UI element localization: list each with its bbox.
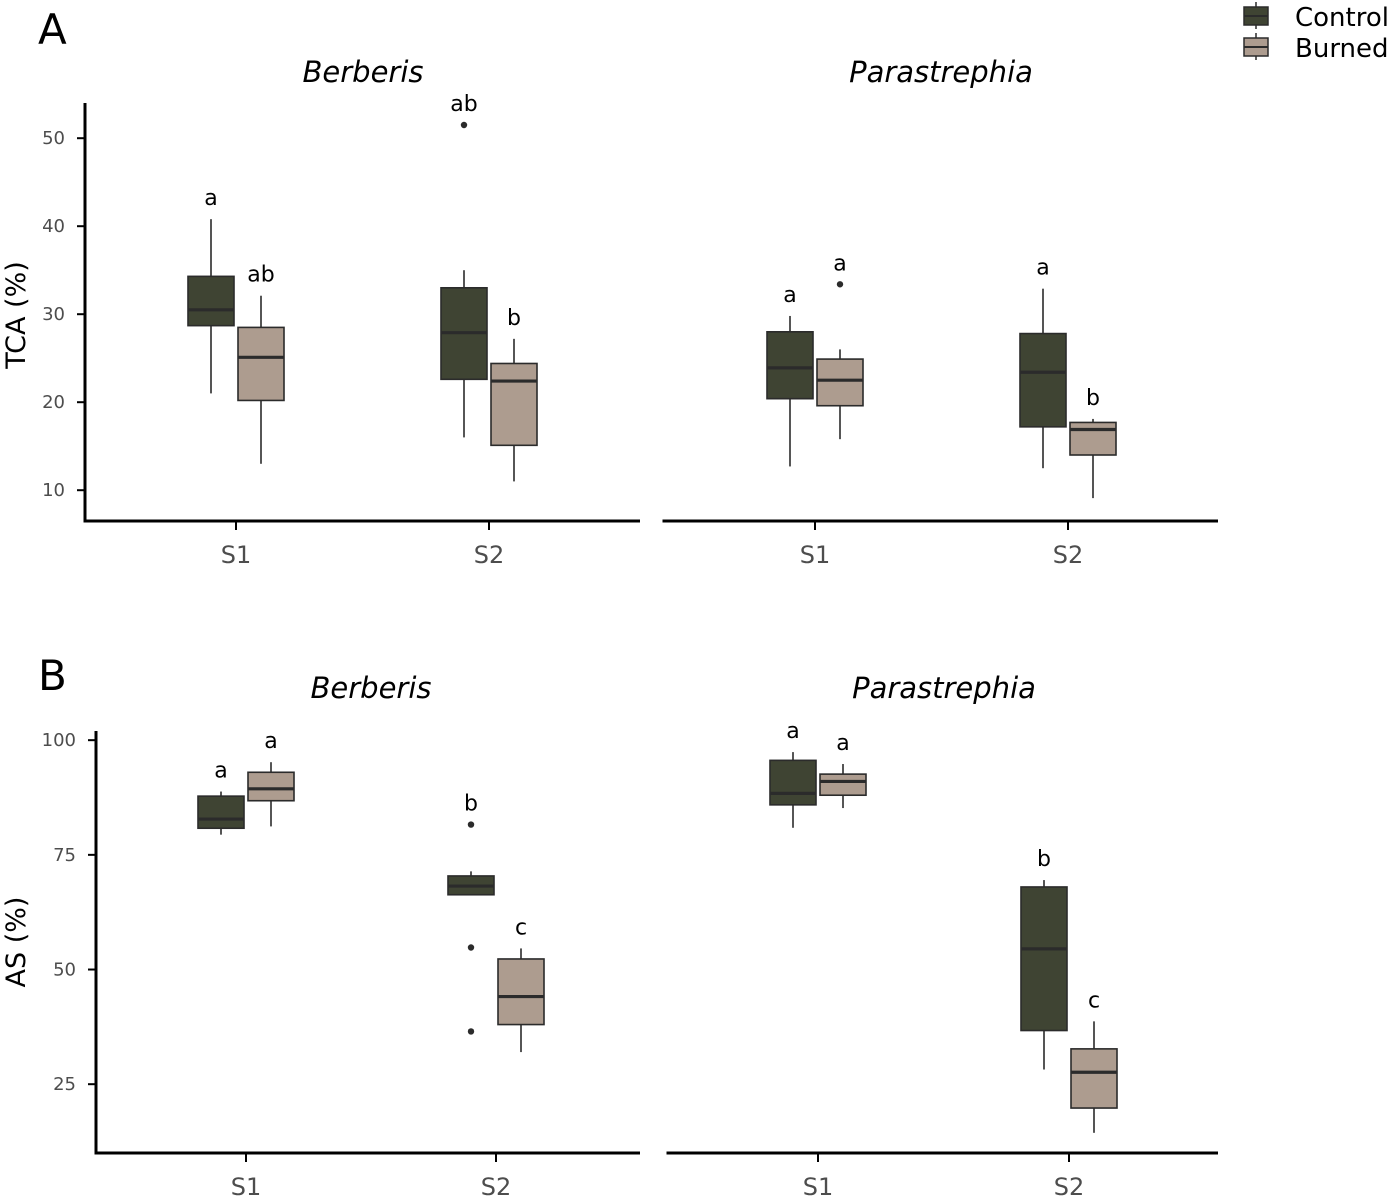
- y-tick-label: 25: [53, 1074, 76, 1095]
- y-tick-label: 50: [53, 960, 76, 981]
- y-tick-label: 20: [42, 392, 65, 413]
- box-burned-s2-berberis: b: [490, 306, 538, 482]
- x-tick-label: S2: [1053, 541, 1084, 569]
- x-tick-label: S1: [803, 1173, 834, 1198]
- significance-label: a: [786, 719, 799, 744]
- box-body: [197, 795, 245, 830]
- box-body: [187, 275, 235, 327]
- legend-burned-label: Burned: [1295, 34, 1389, 64]
- outlier-point: [467, 944, 475, 951]
- x-tick-label: S2: [481, 1173, 512, 1198]
- box-control-s1-berberis: a: [197, 759, 245, 835]
- box-body: [497, 958, 545, 1026]
- box-body: [1020, 886, 1068, 1032]
- significance-label: c: [515, 915, 527, 940]
- panel-b-facet-title-parastrephia: Parastrephia: [852, 671, 1036, 705]
- significance-label: ab: [247, 263, 274, 288]
- box-body: [237, 326, 285, 402]
- panel-b-y-ticks: 25 50 75 100: [42, 730, 96, 1095]
- box-body: [1069, 421, 1117, 456]
- significance-label: a: [264, 729, 277, 754]
- box-burned-s1-parastrephia: a: [816, 251, 864, 440]
- panel-a-facet-title-berberis: Berberis: [303, 55, 424, 89]
- box-control-s2-parastrephia: b: [1020, 847, 1068, 1070]
- x-tick-label: S1: [800, 541, 831, 569]
- panel-a-y-axis-label: TCA (%): [1, 261, 32, 370]
- y-tick-label: 50: [42, 128, 65, 149]
- panel-b-letter: B: [38, 651, 67, 700]
- significance-label: b: [507, 306, 521, 331]
- legend: Control Burned: [1243, 2, 1389, 64]
- box-burned-s2-berberis: c: [497, 915, 545, 1053]
- significance-label: b: [1086, 386, 1100, 411]
- outlier-point: [460, 121, 468, 129]
- box-control-s2-parastrephia: a: [1019, 256, 1067, 469]
- box-control-s2-berberis: b: [447, 792, 495, 1035]
- y-tick-label: 10: [42, 480, 65, 501]
- box-body: [816, 358, 864, 407]
- legend-control-label: Control: [1295, 3, 1389, 33]
- box-body: [1070, 1048, 1118, 1109]
- box-body: [769, 759, 817, 806]
- panel-a-axes: [83, 103, 1218, 523]
- outlier-point: [467, 821, 475, 828]
- x-tick-label: S1: [221, 541, 252, 569]
- significance-label: a: [204, 186, 217, 211]
- outlier-point: [836, 281, 844, 288]
- y-tick-label: 100: [42, 730, 76, 751]
- significance-label: a: [836, 731, 849, 756]
- panel-b-x-ticks: S1 S2 S1 S2: [231, 1153, 1085, 1198]
- box-burned-s2-parastrephia: b: [1069, 386, 1117, 499]
- x-tick-label: S1: [231, 1173, 262, 1198]
- panel-a-x-ticks: S1 S2 S1 S2: [221, 521, 1084, 569]
- outlier-point: [467, 1028, 475, 1035]
- box-control-s1-parastrephia: a: [769, 719, 817, 828]
- significance-label: ab: [450, 92, 477, 117]
- box-body: [247, 771, 295, 802]
- box-control-s1-berberis: a: [187, 186, 235, 394]
- significance-label: a: [1036, 256, 1049, 281]
- significance-label: a: [214, 759, 227, 784]
- panel-b-facet-title-berberis: Berberis: [311, 671, 432, 705]
- box-burned-s1-parastrephia: a: [819, 731, 867, 809]
- significance-label: a: [833, 251, 846, 276]
- box-body: [819, 773, 867, 797]
- x-tick-label: S2: [1054, 1173, 1085, 1198]
- significance-label: c: [1088, 988, 1100, 1013]
- box-burned-s1-berberis: ab: [237, 263, 285, 464]
- box-body: [766, 330, 814, 400]
- significance-label: a: [783, 283, 796, 308]
- box-burned-s2-parastrephia: c: [1070, 988, 1118, 1133]
- box-control-s1-parastrephia: a: [766, 283, 814, 467]
- x-tick-label: S2: [474, 541, 505, 569]
- panel-a-letter: A: [38, 5, 67, 54]
- panel-a: A TCA (%) Berberis Parastrephia 10 20 30 40…: [1, 5, 1218, 569]
- y-tick-label: 30: [42, 304, 65, 325]
- box-control-s2-berberis: ab: [440, 92, 488, 438]
- panel-a-facet-title-parastrephia: Parastrephia: [849, 55, 1033, 89]
- panel-a-y-ticks: 10 20 30 40 50: [42, 128, 85, 501]
- significance-label: b: [1037, 847, 1051, 872]
- panel-b-boxes: a a b c a a b c: [197, 719, 1118, 1133]
- y-tick-label: 75: [53, 845, 76, 866]
- box-body: [490, 362, 538, 447]
- box-burned-s1-berberis: a: [247, 729, 295, 827]
- panel-b: B AS (%) Berberis Parastrephia 25 50 75 100…: [1, 651, 1218, 1198]
- y-tick-label: 40: [42, 216, 65, 237]
- panel-b-y-axis-label: AS (%): [1, 897, 32, 988]
- box-body: [1019, 332, 1067, 428]
- significance-label: b: [464, 792, 478, 817]
